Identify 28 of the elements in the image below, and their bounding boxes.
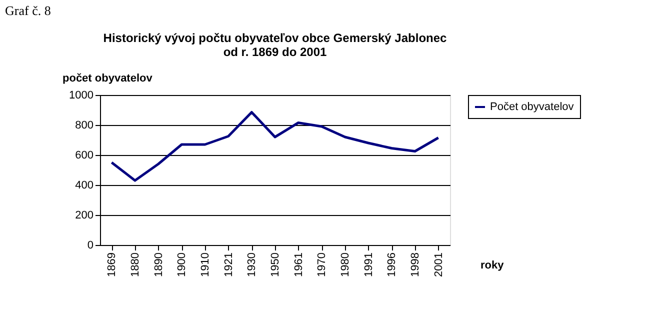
y-tick-label: 800 [75,120,94,132]
y-tick-label: 400 [75,180,94,192]
text: Historický vývoj počtu obyvateľov obce Gemerský Jablonec [103,31,447,45]
x-tick-label: 1998 [410,252,422,277]
line-series [110,111,440,182]
legend-label: Počet obyvatelov [490,101,574,113]
x-axis-title: roky [480,260,505,272]
x-tick-label: 1961 [292,252,305,277]
y-axis-title: počet obyvatelov [62,72,154,84]
text: od r. 1869 do 2001 [223,45,327,59]
x-tick-label: 2001 [432,252,445,277]
y-tick-label: 0 [87,240,94,252]
x-tick-label: 1991 [362,252,375,277]
x-tick-label: 1980 [340,252,352,277]
x-tick-label: 1890 [152,252,165,277]
y-tick-label: 600 [75,150,94,162]
x-tick-label: 1930 [246,252,258,277]
x-tick-label: 1900 [176,252,188,277]
y-tick-label: 200 [75,210,94,222]
x-tick-label: 1970 [316,252,328,277]
x-tick-label: 1880 [130,252,142,277]
x-tick-label: 1910 [200,252,212,277]
x-tick-label: 1921 [222,252,235,277]
text: Graf č. 8 [5,3,51,18]
x-tick-label: 1869 [106,252,118,277]
y-tick-label: 1000 [69,90,94,102]
x-tick-label: 1950 [270,252,282,277]
x-tick-label: 1996 [386,252,398,277]
